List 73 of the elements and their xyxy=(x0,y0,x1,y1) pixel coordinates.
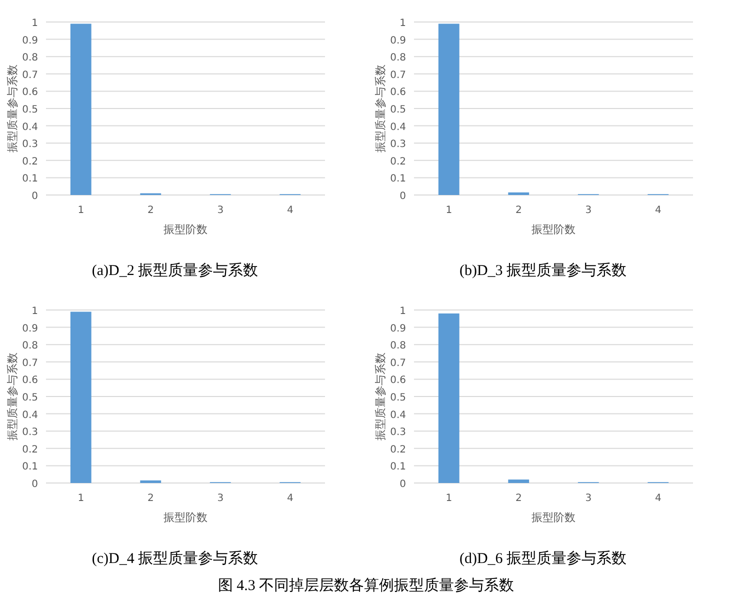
y-tick-label: 1 xyxy=(32,306,38,317)
y-tick-label: 1 xyxy=(400,306,406,317)
x-tick-label: 1 xyxy=(446,493,452,504)
y-tick-label: 0.9 xyxy=(22,35,38,46)
y-tick-label: 0.1 xyxy=(22,174,38,185)
y-axis-title: 振型质量参与系数 xyxy=(374,64,387,152)
y-tick-label: 1 xyxy=(400,18,406,29)
y-tick-label: 0.6 xyxy=(22,375,38,386)
x-tick-label: 4 xyxy=(654,205,662,216)
y-tick-label: 0.5 xyxy=(390,104,406,116)
y-tick-label: 0.7 xyxy=(390,70,406,81)
x-tick-label: 1 xyxy=(78,205,84,216)
text: (c)D_4 振型质量参与系数 xyxy=(92,550,258,567)
y-tick-label: 0.3 xyxy=(390,139,406,150)
y-axis-title: 振型质量参与系数 xyxy=(6,64,19,152)
y-tick-label: 0.7 xyxy=(22,358,38,369)
x-tick-label: 1 xyxy=(78,493,84,504)
y-tick-label: 0.2 xyxy=(22,444,38,456)
x-axis-title: 振型阶数 xyxy=(532,223,576,236)
y-tick-label: 0.5 xyxy=(22,104,38,116)
x-tick-label: 3 xyxy=(585,205,592,216)
y-tick-label: 0.7 xyxy=(22,70,38,81)
y-tick-label: 0.8 xyxy=(390,52,406,64)
x-tick-label: 1 xyxy=(446,205,452,216)
y-tick-label: 0.5 xyxy=(22,392,38,404)
y-axis-title: 振型质量参与系数 xyxy=(374,352,387,440)
y-tick-label: 0 xyxy=(400,191,406,202)
y-tick-label: 0.9 xyxy=(390,35,406,46)
y-tick-label: 0.2 xyxy=(390,156,406,168)
y-tick-label: 0 xyxy=(32,479,38,490)
x-tick-label: 2 xyxy=(147,493,154,504)
y-tick-label: 0.4 xyxy=(390,410,406,421)
text: (d)D_6 振型质量参与系数 xyxy=(459,550,627,567)
x-tick-label: 4 xyxy=(654,493,662,504)
x-tick-label: 3 xyxy=(217,205,224,216)
y-tick-label: 0 xyxy=(32,191,38,202)
x-axis-title: 振型阶数 xyxy=(164,511,208,524)
x-tick-label: 2 xyxy=(515,493,522,504)
y-tick-label: 0.8 xyxy=(22,340,38,352)
x-tick-label: 2 xyxy=(147,205,154,216)
y-tick-label: 0 xyxy=(400,479,406,490)
y-tick-label: 0.3 xyxy=(390,427,406,438)
y-tick-label: 1 xyxy=(32,18,38,29)
y-tick-label: 0.9 xyxy=(22,323,38,334)
y-tick-label: 0.4 xyxy=(390,122,406,133)
x-tick-label: 4 xyxy=(286,493,294,504)
y-tick-label: 0.5 xyxy=(390,392,406,404)
y-tick-label: 0.2 xyxy=(390,444,406,456)
y-tick-label: 0.6 xyxy=(390,87,406,98)
x-axis-title: 振型阶数 xyxy=(532,511,576,524)
y-tick-label: 0.2 xyxy=(22,156,38,168)
y-tick-label: 0.8 xyxy=(390,340,406,352)
x-axis-title: 振型阶数 xyxy=(164,223,208,236)
x-tick-label: 2 xyxy=(515,205,522,216)
x-tick-label: 4 xyxy=(286,205,294,216)
y-tick-label: 0.8 xyxy=(22,52,38,64)
y-axis-title: 振型质量参与系数 xyxy=(6,352,19,440)
y-tick-label: 0.9 xyxy=(390,323,406,334)
y-tick-label: 0.1 xyxy=(390,462,406,473)
y-tick-label: 0.6 xyxy=(390,375,406,386)
y-tick-label: 0.4 xyxy=(22,122,38,133)
y-tick-label: 0.1 xyxy=(22,462,38,473)
y-tick-label: 0.4 xyxy=(22,410,38,421)
y-tick-label: 0.3 xyxy=(22,139,38,150)
x-tick-label: 3 xyxy=(585,493,592,504)
y-tick-label: 0.3 xyxy=(22,427,38,438)
y-tick-label: 0.6 xyxy=(22,87,38,98)
x-tick-label: 3 xyxy=(217,493,224,504)
text: (b)D_3 振型质量参与系数 xyxy=(459,262,627,279)
y-tick-label: 0.7 xyxy=(390,358,406,369)
caption: 图 4.3 不同掉层层数各算例振型质量参与系数 xyxy=(218,577,514,594)
y-tick-label: 0.1 xyxy=(390,174,406,185)
text: (a)D_2 振型质量参与系数 xyxy=(92,262,258,279)
